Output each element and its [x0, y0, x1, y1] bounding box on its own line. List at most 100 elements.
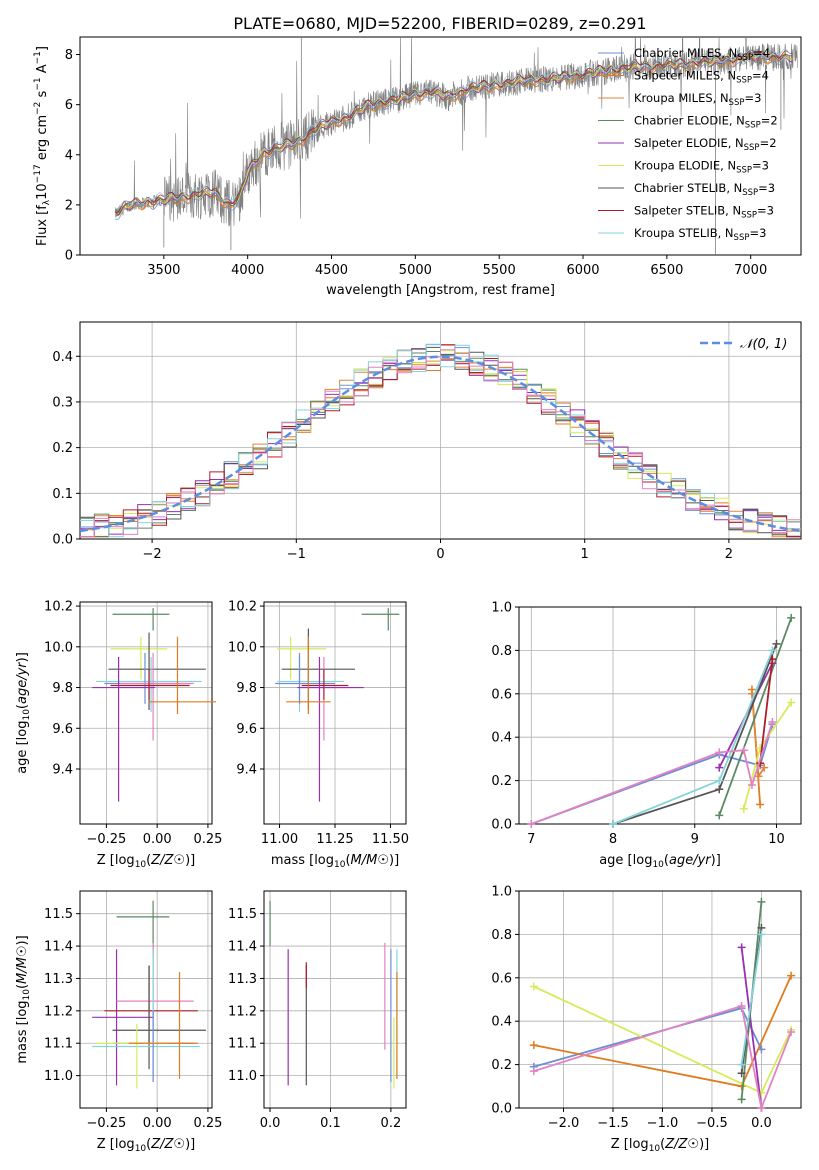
y-tick-label: 11.3	[44, 972, 73, 987]
x-tick-label: 4000	[231, 263, 264, 278]
weight-marker	[772, 639, 781, 648]
model-line	[114, 52, 793, 213]
weight-marker	[737, 1095, 746, 1104]
y-tick-label: 11.4	[228, 940, 257, 955]
x-tick-label: 4500	[315, 263, 348, 278]
x-tick-label: −0.25	[86, 832, 126, 847]
y-axis-label: age [log10(age/yr)]	[15, 652, 32, 774]
y-tick-label: 0.1	[52, 487, 73, 502]
axes-Z_weight: −2.0 −1.5 −1.0 −0.5 0.0 0.0 0.2 0.4 0.6 0.8 1.0	[491, 885, 802, 1131]
x-tick-label: 5000	[399, 263, 432, 278]
figure-title: PLATE=0680, MJD=52200, FIBERID=0289, z=0…	[233, 14, 646, 33]
x-tick-label: −2.0	[548, 1116, 580, 1131]
y-tick-label: 10.0	[228, 640, 257, 655]
y-tick-label: 11.1	[44, 1037, 73, 1052]
y-tick-label: 0.4	[491, 1015, 512, 1030]
axes-frame	[263, 601, 407, 825]
x-axis-label: age [log10(age/yr)]	[599, 853, 721, 870]
y-tick-label: 11.4	[44, 940, 73, 955]
y-tick-label: 0	[65, 249, 73, 264]
weight-marker	[757, 1104, 766, 1112]
weight-marker	[529, 1067, 538, 1076]
x-tick-label: 6000	[566, 263, 599, 278]
weight-marker	[715, 748, 724, 757]
x-tick-label: 1	[581, 547, 589, 562]
x-tick-label: −1	[287, 547, 306, 562]
legend-label: Chabrier MILES, NSSP=4	[634, 46, 770, 63]
x-tick-label: 7	[527, 832, 535, 847]
weight-marker	[787, 1028, 796, 1037]
x-tick-label: 11.00	[261, 832, 298, 847]
x-axis-label: Z [log10(Z/Z☉)]	[97, 853, 195, 870]
x-tick-label: 0.00	[143, 832, 172, 847]
y-tick-label: 11.0	[228, 1069, 257, 1084]
axes-frame	[518, 606, 802, 825]
axes-frame	[263, 890, 407, 1109]
y-tick-label: 0.0	[52, 533, 73, 548]
x-axis-label: Z [log10(Z/Z☉)]	[611, 1137, 709, 1154]
y-axis-label: mass [log10(M/M☉)]	[15, 935, 32, 1063]
y-tick-label: 11.5	[44, 907, 73, 922]
y-tick-label: 0.8	[491, 928, 512, 943]
legend-label: 𝒩(0, 1)	[740, 337, 787, 352]
axes-frame	[518, 890, 802, 1109]
x-tick-label: 11.25	[316, 832, 353, 847]
x-tick-label: −1.0	[647, 1116, 679, 1131]
weight-line	[740, 947, 763, 1109]
y-tick-label: 0.0	[491, 1102, 512, 1117]
axes-residuals: −2 −1 0 1 2 0.0 0.1 0.2 0.3 0.4 𝒩(0, 1)	[52, 321, 802, 562]
axes-spectrum: 3500 4000 4500 5000 5500 6000 6500 7000 0 2 4 6 8 Cha…	[65, 36, 802, 278]
y-tick-label: 0.2	[52, 441, 73, 456]
x-tick-label: 0.0	[751, 1116, 772, 1131]
y-tick-label: 0.6	[491, 971, 512, 986]
legend-label: Kroupa ELODIE, NSSP=3	[634, 159, 769, 176]
weight-line	[759, 658, 774, 764]
weight-line	[742, 701, 792, 810]
y-tick-label: 4	[65, 148, 73, 163]
y-tick-label: 11.0	[44, 1069, 73, 1084]
y-tick-label: 9.6	[52, 722, 73, 737]
x-axis-label: wavelength [Angstrom, rest frame]	[326, 283, 555, 298]
axes-frame	[79, 321, 802, 540]
y-tick-label: 0.2	[491, 1058, 512, 1073]
legend-label: Chabrier ELODIE, NSSP=2	[634, 114, 778, 131]
y-tick-label: 0.6	[491, 687, 512, 702]
axes-frame	[79, 890, 213, 1109]
x-axis-label: mass [log10(M/M☉)]	[271, 853, 399, 870]
y-tick-label: 1.0	[491, 885, 512, 900]
weight-marker	[756, 800, 765, 809]
x-tick-label: −0.5	[696, 1116, 728, 1131]
weight-marker	[739, 746, 748, 755]
weight-marker	[737, 1069, 746, 1078]
axes-age_weight: 7 8 9 10 0.0 0.2 0.4 0.6 0.8 1.0	[491, 601, 802, 847]
y-tick-label: 10.0	[44, 640, 73, 655]
weight-marker	[529, 982, 538, 991]
weight-marker	[737, 1002, 746, 1011]
model-line	[115, 55, 793, 220]
y-tick-label: 11.3	[228, 972, 257, 987]
x-tick-label: −1.5	[597, 1116, 629, 1131]
axes-mass_age: 11.00 11.25 11.50 9.4 9.6 9.8 10.0 10.2	[228, 600, 409, 847]
legend-label: Chabrier STELIB, NSSP=3	[634, 181, 775, 198]
legend-label: Kroupa STELIB, NSSP=3	[634, 226, 766, 243]
legend-label: Salpeter STELIB, NSSP=3	[634, 204, 774, 221]
y-axis-label: Flux [fλ10−17 erg cm−2 s−1 A−1]	[33, 46, 52, 246]
weight-line	[718, 617, 793, 816]
x-tick-label: 0.00	[143, 1116, 172, 1131]
x-tick-label: 3500	[147, 263, 180, 278]
y-tick-label: 10.2	[44, 600, 73, 615]
legend-label: Salpeter ELODIE, NSSP=2	[634, 136, 777, 153]
axes-Z_mass: −0.25 0.00 0.25 11.0 11.1 11.2 11.3 11.4 11.5	[44, 890, 222, 1131]
x-tick-label: 0	[436, 547, 444, 562]
y-tick-label: 9.6	[236, 722, 257, 737]
weight-marker	[715, 763, 724, 772]
y-tick-label: 0.4	[52, 350, 73, 365]
y-tick-label: 8	[65, 48, 73, 63]
y-tick-label: 0.4	[491, 731, 512, 746]
legend-label: Salpeter MILES, NSSP=4	[634, 69, 769, 86]
histogram-step	[80, 349, 801, 538]
plots: 3500 4000 4500 5000 5500 6000 6500 7000 0 2 4 6 8 Cha…	[15, 36, 802, 1154]
x-tick-label: 7000	[734, 263, 767, 278]
weight-marker	[747, 780, 756, 789]
x-tick-label: 8	[609, 832, 617, 847]
